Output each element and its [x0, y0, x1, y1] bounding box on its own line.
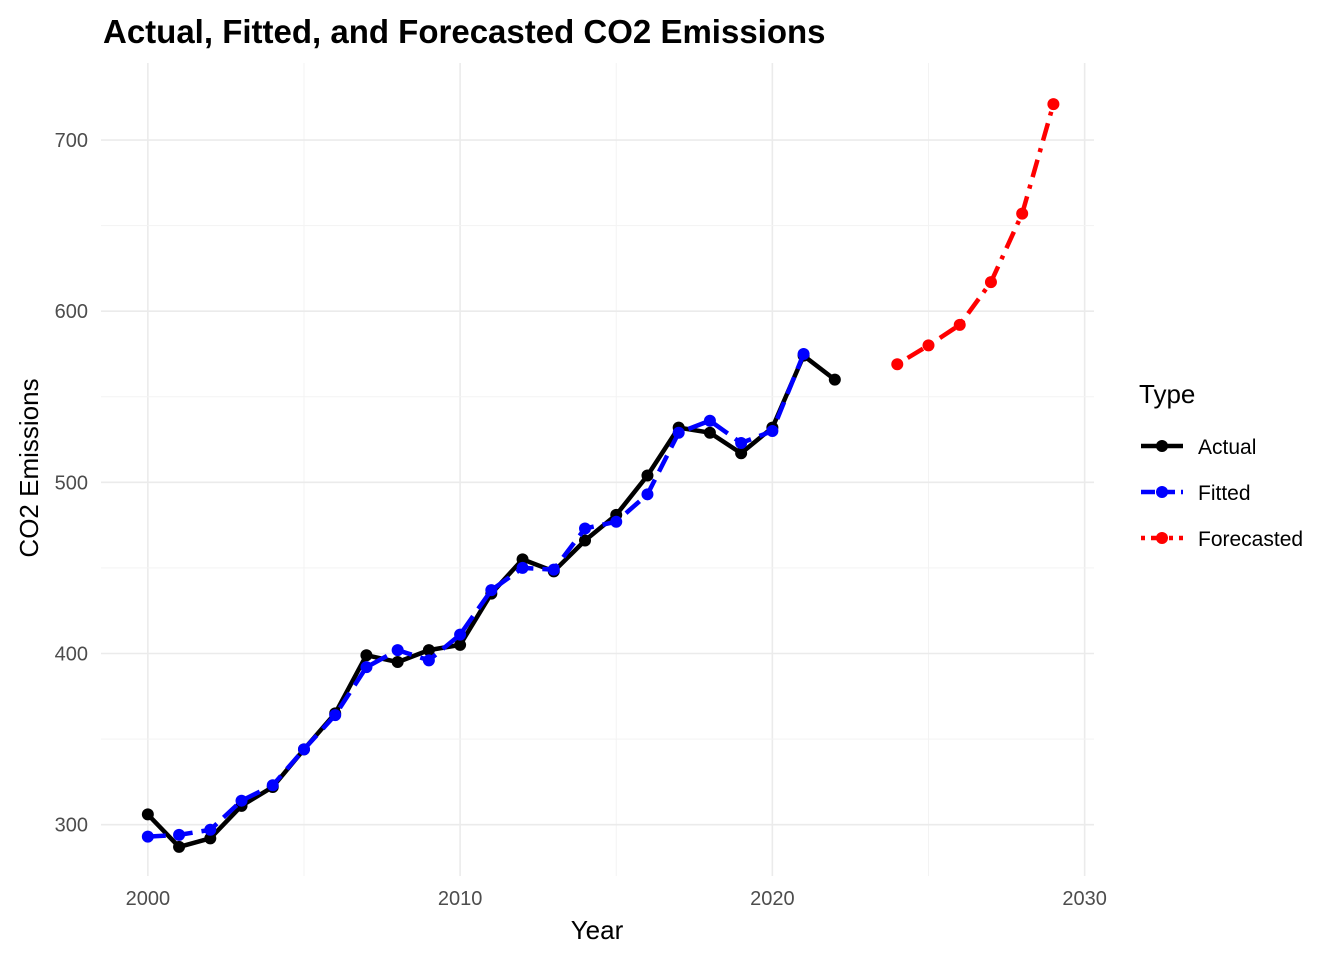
forecasted-point [1016, 207, 1029, 220]
legend: Type Actual Fitted Forecasted [1139, 379, 1303, 551]
legend-title: Type [1139, 379, 1195, 409]
actual-point [173, 840, 186, 853]
fitted-point [735, 436, 748, 449]
fitted-point [797, 347, 810, 360]
forecasted-point [984, 276, 997, 289]
fitted-point [485, 584, 498, 597]
actual-series-line [146, 353, 837, 850]
actual-point [360, 649, 373, 662]
actual-point [516, 553, 529, 566]
actual-point [422, 644, 435, 657]
actual-point [391, 656, 404, 669]
forecasted-point [1047, 98, 1060, 111]
forecasted-point [922, 339, 935, 352]
fitted-point [360, 661, 373, 674]
x-tick-label: 2030 [1062, 888, 1107, 910]
x-tick-label: 2020 [750, 888, 795, 910]
y-tick-label: 400 [55, 643, 88, 665]
fitted-point [329, 709, 342, 722]
fitted-point [141, 830, 154, 843]
fitted-point [235, 794, 248, 807]
y-axis-title: CO2 Emissions [14, 378, 44, 557]
y-tick-label: 600 [55, 301, 88, 323]
axis-ticks: 2000 2010 2020 2030 300 400 500 600 700 [55, 130, 1107, 910]
x-tick-label: 2000 [126, 888, 171, 910]
y-tick-label: 700 [55, 130, 88, 152]
fitted-point [297, 743, 310, 756]
fitted-point [547, 563, 560, 576]
fitted-series-line [147, 353, 806, 839]
actual-point [204, 832, 217, 845]
fitted-point [516, 561, 529, 574]
actual-legend-label: Actual [1198, 436, 1256, 459]
actual-point [828, 373, 841, 386]
series-layer [141, 98, 1060, 853]
fitted-point [766, 424, 779, 437]
fitted-point [391, 644, 404, 657]
fitted-point [579, 522, 592, 535]
fitted-point [672, 426, 685, 439]
fitted-point [173, 828, 186, 841]
grid-lines [101, 63, 1094, 876]
fitted-point [641, 488, 654, 501]
x-axis-title: Year [571, 915, 624, 945]
fitted-point [703, 414, 716, 427]
actual-point [735, 447, 748, 460]
fitted-legend-key-point [1156, 486, 1168, 498]
forecasted-point [953, 318, 966, 331]
fitted-point [454, 628, 467, 641]
fitted-point [204, 823, 217, 836]
fitted-point [422, 654, 435, 667]
actual-point [703, 426, 716, 439]
actual-point [641, 469, 654, 482]
fitted-legend-label: Fitted [1198, 482, 1251, 505]
chart-title: Actual, Fitted, and Forecasted CO2 Emiss… [103, 13, 826, 50]
forecasted-legend-label: Forecasted [1198, 528, 1303, 551]
actual-legend-key-point [1156, 440, 1168, 452]
actual-point [579, 534, 592, 547]
y-tick-label: 500 [55, 472, 88, 494]
forecasted-series-line [896, 103, 1056, 367]
fitted-point [266, 779, 279, 792]
forecasted-point [891, 358, 904, 371]
y-tick-label: 300 [55, 815, 88, 837]
actual-point [141, 808, 154, 821]
forecasted-legend-key-point [1156, 532, 1168, 544]
fitted-point [610, 515, 623, 528]
actual-point [454, 638, 467, 651]
x-tick-label: 2010 [438, 888, 483, 910]
